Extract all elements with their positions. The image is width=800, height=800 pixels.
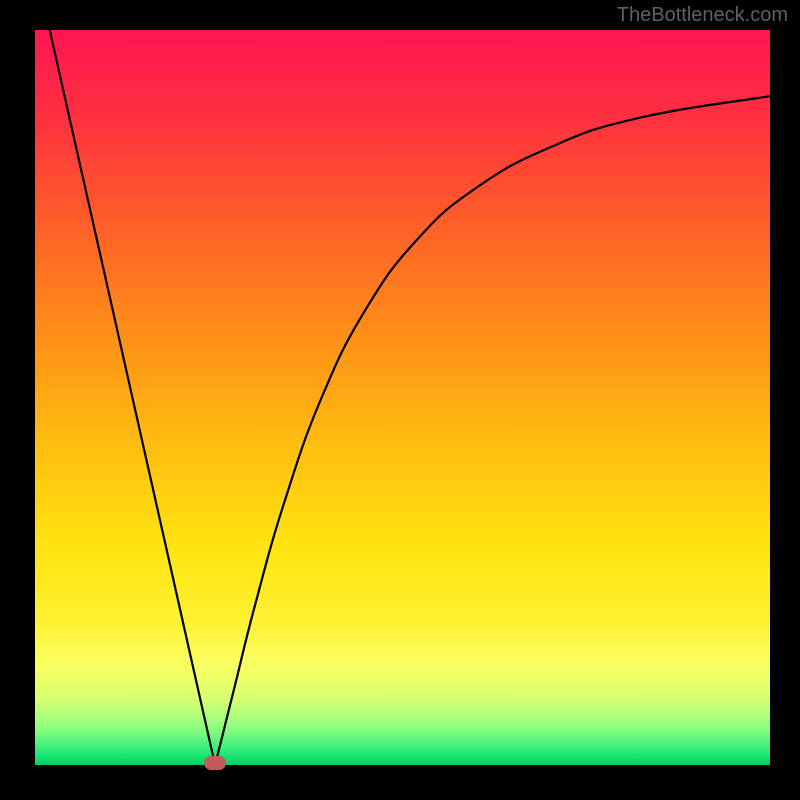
minimum-marker (204, 756, 226, 770)
watermark-text: TheBottleneck.com (617, 4, 788, 27)
curve-layer (35, 30, 770, 765)
bottleneck-curve (50, 30, 770, 765)
chart-container: TheBottleneck.com (0, 0, 800, 800)
plot-area (35, 30, 770, 765)
